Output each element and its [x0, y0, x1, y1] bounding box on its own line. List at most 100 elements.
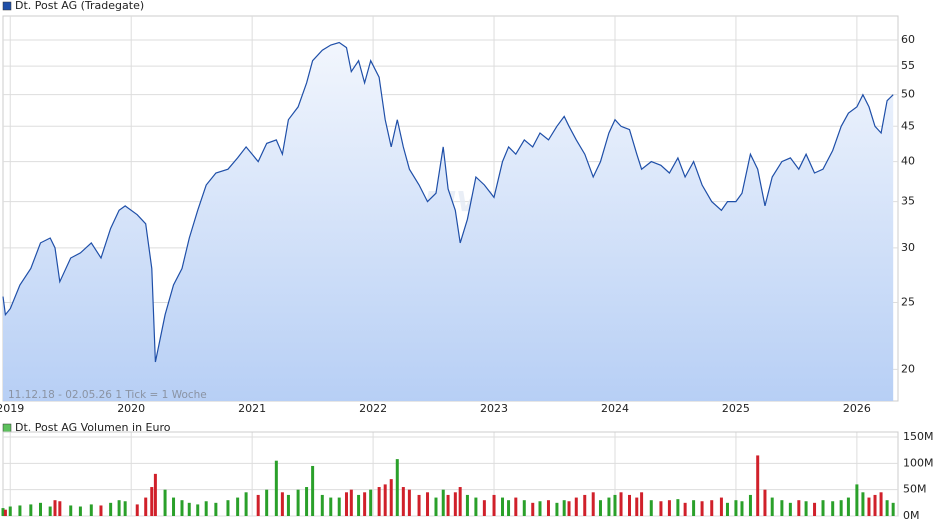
volume-bar: [1, 508, 5, 516]
volume-bar: [344, 492, 348, 516]
volume-bar: [628, 494, 631, 516]
x-tick-label: 2024: [601, 402, 629, 415]
volume-bar: [756, 455, 760, 516]
volume-bar: [58, 501, 62, 516]
y-tick-label: 50: [901, 88, 915, 101]
volume-bar: [48, 506, 52, 516]
volume-bar: [153, 473, 157, 516]
price-area: [3, 42, 894, 401]
volume-bar: [38, 502, 42, 516]
volume-bar: [562, 500, 566, 516]
volume-bar: [236, 497, 240, 516]
volume-bar: [583, 494, 587, 516]
price-title: Dt. Post AG (Tradegate): [15, 0, 144, 12]
volume-bar: [369, 489, 373, 516]
volume-bar: [78, 506, 82, 516]
volume-bar: [123, 501, 127, 516]
volume-bar: [180, 500, 184, 516]
volume-bar: [441, 489, 445, 516]
volume-bar: [555, 502, 559, 516]
volume-bar: [797, 500, 801, 516]
volume-bar: [363, 492, 367, 516]
volume-bar: [407, 489, 411, 516]
volume-bar: [8, 506, 12, 516]
volume-bar: [804, 501, 808, 516]
volume-bar: [700, 501, 704, 516]
volume-bar: [846, 497, 850, 516]
volume-bar: [567, 501, 571, 516]
volume-bar: [692, 500, 696, 516]
volume-bar: [514, 497, 518, 516]
volume-bar: [546, 500, 550, 516]
y-tick-label: 20: [901, 362, 915, 375]
volume-bar: [320, 494, 324, 516]
legend-swatch: [2, 1, 12, 11]
volume-bar: [676, 499, 680, 516]
volume-bar: [383, 484, 387, 516]
volume-bar: [613, 494, 617, 516]
volume-bar: [69, 505, 73, 516]
volume-bar: [507, 500, 511, 516]
volume-bar: [305, 487, 309, 516]
y-tick-label: 25: [901, 296, 915, 309]
volume-bar: [196, 504, 200, 516]
volume-bar: [719, 497, 723, 516]
y-tick-label: 45: [901, 119, 915, 132]
volume-bar: [831, 501, 835, 516]
volume-bar: [482, 500, 486, 516]
volume-bar: [659, 501, 663, 516]
y-tick-label: 0M: [903, 509, 920, 522]
volume-bar: [144, 497, 148, 516]
volume-bar: [538, 501, 542, 516]
volume-bar: [311, 465, 315, 516]
volume-bar: [286, 494, 290, 516]
volume-bar: [839, 500, 843, 516]
volume-bar: [770, 497, 774, 516]
volume-bar: [710, 500, 714, 516]
volume-bar: [329, 497, 333, 516]
volume-bar: [226, 500, 230, 516]
volume-title: Dt. Post AG Volumen in Euro: [15, 421, 171, 434]
volume-bar: [725, 502, 729, 516]
range-note: 11.12.18 - 02.05.26 1 Tick = 1 Woche: [8, 389, 207, 401]
x-tick-label: 2022: [359, 402, 387, 415]
volume-bar: [150, 487, 154, 516]
volume-bar: [501, 497, 505, 516]
volume-bar: [855, 484, 859, 516]
volume-bar: [740, 501, 744, 516]
volume-bar: [265, 489, 269, 516]
y-tick-label: 55: [901, 59, 915, 72]
y-tick-label: 40: [901, 155, 915, 168]
volume-bar: [426, 492, 430, 516]
volume-bar: [640, 492, 644, 516]
volume-bar: [683, 502, 687, 516]
volume-bar: [861, 492, 865, 516]
volume-bar: [879, 492, 883, 516]
volume-bar: [187, 502, 191, 516]
y-tick-label: 30: [901, 241, 915, 254]
volume-bar: [453, 492, 457, 516]
x-tick-label: 2023: [480, 402, 508, 415]
y-tick-label: 50M: [903, 483, 927, 496]
volume-bar: [274, 460, 278, 516]
volume-bar: [53, 500, 57, 516]
volume-bar: [619, 492, 623, 516]
volume-bar: [763, 489, 767, 516]
volume-bar: [417, 494, 421, 516]
volume-bar: [891, 502, 895, 516]
volume-bar: [109, 502, 113, 516]
volume-bar: [244, 492, 248, 516]
volume-bar: [748, 494, 752, 516]
y-tick-label: 60: [901, 33, 915, 46]
x-tick-label: 2019: [0, 402, 24, 415]
volume-bar: [349, 489, 353, 516]
volume-bar: [821, 500, 825, 516]
volume-bar: [635, 497, 639, 516]
volume-bar: [357, 494, 361, 516]
volume-bar: [458, 487, 462, 516]
volume-bar: [163, 489, 167, 516]
y-tick-label: 35: [901, 195, 915, 208]
volume-bar: [598, 500, 602, 516]
x-tick-label: 2020: [117, 402, 145, 415]
volume-bar: [873, 494, 877, 516]
